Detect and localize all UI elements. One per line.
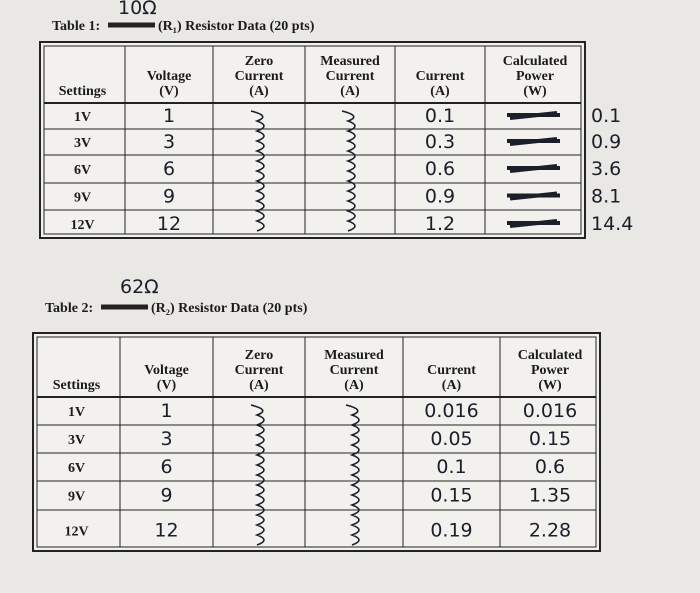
header-text: (A)	[340, 84, 360, 99]
squiggle	[341, 110, 356, 232]
setting-text: 12V	[64, 525, 88, 540]
handwritten-value: 0.1	[591, 105, 621, 127]
header-text: Current	[235, 363, 284, 378]
table-label: Table 2:	[45, 301, 93, 316]
header-text: (W)	[523, 84, 547, 99]
header-text: Voltage	[147, 69, 192, 84]
header-text: (A)	[344, 378, 364, 393]
handwritten-value: 0.05	[430, 428, 472, 450]
header-text: Current	[330, 363, 379, 378]
handwritten-value: 0.3	[425, 131, 455, 153]
handwritten-value: 0.1	[436, 456, 466, 478]
header-text: Calculated	[503, 54, 568, 69]
header-text: Calculated	[518, 348, 583, 363]
handwritten-value: 9	[160, 485, 172, 507]
header-text: Measured	[320, 54, 380, 69]
handwritten-value: 3.6	[591, 158, 621, 180]
header-text: Measured	[324, 348, 384, 363]
setting-text: 9V	[74, 191, 91, 206]
table-border-inner	[43, 45, 582, 235]
handwritten-value: 1.35	[529, 485, 571, 507]
handwritten-value: 0.9	[591, 131, 621, 153]
header-text: Settings	[59, 84, 107, 99]
header-text: Zero	[245, 54, 274, 69]
handwritten-value: 12	[154, 520, 178, 542]
handwritten-value: 12	[157, 213, 181, 235]
header-text: (A)	[442, 378, 462, 393]
header-text: (A)	[430, 84, 450, 99]
header-text: Voltage	[144, 363, 189, 378]
handwritten-value: 0.15	[529, 428, 571, 450]
resistance-note: 10Ω	[118, 0, 157, 19]
handwritten-value: 0.15	[430, 485, 472, 507]
crossed-out	[507, 137, 560, 146]
handwritten-value: 0.9	[425, 186, 455, 208]
handwritten-value: 9	[163, 186, 175, 208]
handwritten-value: 14.4	[591, 213, 633, 235]
header-text: Current	[416, 69, 465, 84]
table-border	[39, 41, 586, 239]
setting-text: 1V	[74, 110, 91, 125]
handwritten-value: 0.016	[424, 400, 478, 422]
header-text: Settings	[53, 378, 101, 393]
header-text: (A)	[249, 84, 269, 99]
handwritten-value: 0.19	[430, 520, 472, 542]
handwritten-value: 3	[160, 428, 172, 450]
setting-text: 6V	[68, 461, 85, 476]
table-label: Table 1:	[52, 19, 100, 34]
handwritten-value: 0.6	[535, 456, 565, 478]
setting-text: 3V	[74, 136, 91, 151]
header-text: (A)	[249, 378, 269, 393]
header-text: Zero	[245, 348, 274, 363]
handwritten-value: 8.1	[591, 186, 621, 208]
crossed-out	[507, 191, 560, 201]
crossed-out	[507, 164, 560, 173]
handwritten-value: 1	[163, 105, 175, 127]
handwritten-value: 1	[160, 400, 172, 422]
handwritten-value: 0.6	[425, 158, 455, 180]
handwritten-value: 0.1	[425, 105, 455, 127]
header-text: Power	[516, 69, 554, 84]
header-text: (V)	[157, 378, 177, 393]
table-title: (R₂) Resistor Data (20 pts)	[151, 301, 308, 316]
crossed-out	[507, 111, 560, 120]
handwritten-value: 0.016	[523, 400, 577, 422]
squiggle	[345, 404, 360, 546]
handwritten-value: 6	[160, 456, 172, 478]
setting-text: 6V	[74, 163, 91, 178]
squiggle	[250, 110, 265, 232]
header-text: (V)	[159, 84, 179, 99]
header-text: (W)	[538, 378, 562, 393]
handwritten-value: 1.2	[425, 213, 455, 235]
crossed-out	[507, 219, 560, 228]
setting-text: 3V	[68, 433, 85, 448]
table-title: (R₁) Resistor Data (20 pts)	[158, 19, 315, 34]
setting-text: 12V	[70, 218, 94, 233]
header-text: Current	[427, 363, 476, 378]
handwritten-value: 2.28	[529, 520, 571, 542]
setting-text: 1V	[68, 405, 85, 420]
table-border	[32, 332, 601, 552]
table-border-inner	[36, 336, 597, 548]
handwritten-value: 6	[163, 158, 175, 180]
header-text: Current	[235, 69, 284, 84]
resistance-note: 62Ω	[120, 276, 159, 298]
handwritten-value: 3	[163, 131, 175, 153]
header-text: Power	[531, 363, 569, 378]
header-text: Current	[326, 69, 375, 84]
setting-text: 9V	[68, 490, 85, 505]
squiggle	[250, 404, 265, 546]
